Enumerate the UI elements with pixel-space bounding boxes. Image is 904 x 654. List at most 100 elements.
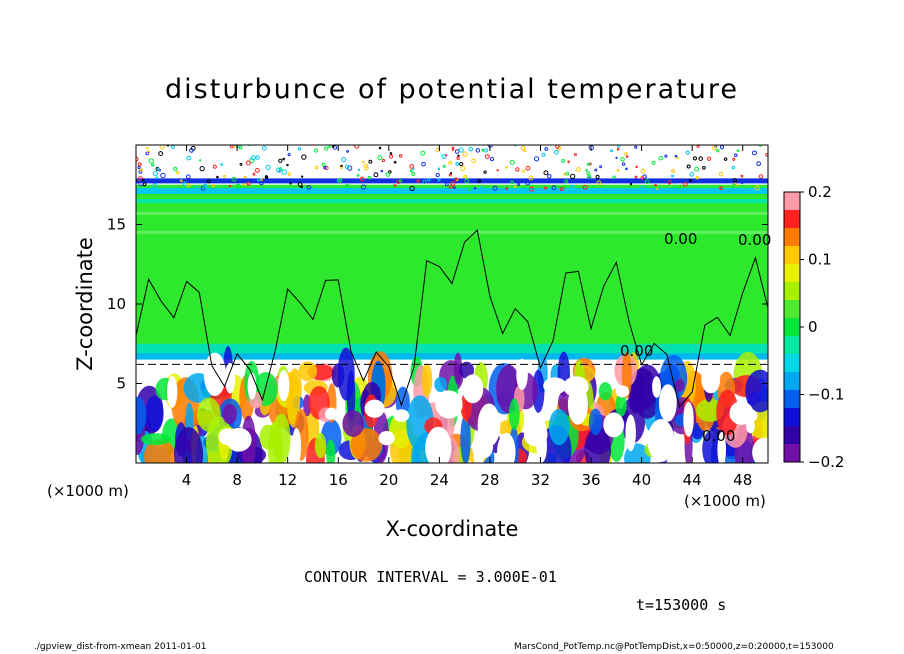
convective-cell <box>548 408 570 446</box>
sponge-speckle <box>586 174 592 179</box>
sponge-speckle <box>212 164 217 169</box>
sponge-speckle <box>471 158 477 164</box>
neutral-patch <box>378 431 395 446</box>
sponge-speckle <box>152 183 158 189</box>
convective-cell <box>196 397 221 432</box>
sponge-speckle <box>249 158 255 164</box>
sponge-speckle <box>360 184 367 190</box>
colorbar-segment <box>784 354 800 373</box>
sponge-speckle <box>719 145 725 150</box>
sponge-speckle <box>416 179 420 183</box>
colorbar-segment <box>784 246 800 265</box>
sponge-speckle <box>245 160 251 166</box>
cyan-band <box>136 187 768 194</box>
sponge-speckle <box>159 145 165 150</box>
sponge-speckle <box>314 165 319 170</box>
sponge-speckle <box>529 186 534 192</box>
sponge-speckle <box>449 172 453 175</box>
sponge-speckle <box>718 171 724 177</box>
sponge-speckle <box>362 160 365 164</box>
sponge-speckle <box>421 161 426 167</box>
convective-cell <box>342 410 365 437</box>
sponge-speckle <box>481 148 485 152</box>
sponge-speckle <box>173 166 178 172</box>
sponge-speckle <box>563 172 566 176</box>
neutral-patch <box>278 369 290 402</box>
sponge-speckle <box>612 175 616 179</box>
sponge-speckle <box>331 145 335 148</box>
neutral-patch <box>683 401 694 437</box>
sponge-speckle <box>398 179 403 183</box>
sponge-speckle <box>557 185 560 189</box>
sponge-speckle <box>354 145 360 149</box>
sponge-speckle <box>206 179 211 184</box>
sponge-speckle <box>313 148 319 153</box>
sponge-speckle <box>644 179 650 185</box>
sponge-speckle <box>160 172 166 179</box>
sponge-speckle <box>521 169 526 173</box>
sponge-speckle <box>243 175 247 179</box>
sponge-speckle <box>155 176 159 180</box>
y-tick-label: 15 <box>107 216 126 234</box>
convective-cell <box>421 363 433 397</box>
sponge-speckle <box>664 154 668 158</box>
neutral-patch <box>224 362 236 394</box>
neutral-patch <box>435 390 463 419</box>
sponge-speckle <box>368 159 373 164</box>
sponge-speckle <box>357 168 361 172</box>
sponge-speckle <box>324 146 329 151</box>
footer-left: ./gpview_dist-from-xmean 2011-01-01 <box>34 642 207 652</box>
sponge-speckle <box>509 159 515 165</box>
sponge-speckle <box>356 173 360 177</box>
sponge-speckle <box>616 145 621 148</box>
sponge-speckle <box>179 179 183 183</box>
sponge-speckle <box>756 161 762 167</box>
sponge-speckle <box>692 156 697 161</box>
sponge-speckle <box>137 162 142 167</box>
sponge-speckle <box>437 178 441 182</box>
sponge-speckle <box>544 147 549 151</box>
sponge-speckle <box>740 174 744 178</box>
sponge-speckle <box>378 146 382 150</box>
sponge-speckle <box>200 185 206 191</box>
colorbar-segment <box>784 210 800 229</box>
convective-cell <box>674 378 685 392</box>
convective-cell <box>588 408 603 436</box>
sponge-speckle <box>233 145 239 149</box>
x-tick-label: 4 <box>182 471 192 489</box>
sponge-speckle <box>409 164 415 169</box>
colorbar-segment <box>784 318 800 337</box>
sponge-speckle <box>193 185 199 191</box>
sponge-speckle <box>640 168 646 174</box>
colorbar-segment <box>784 408 800 427</box>
sponge-speckle <box>467 187 472 192</box>
sponge-speckle <box>505 165 508 169</box>
sponge-speckle <box>475 148 481 153</box>
footer-right: MarsCond_PotTemp.nc@PotTempDist,x=0:5000… <box>514 642 834 652</box>
sponge-speckle <box>567 160 570 164</box>
sponge-speckle <box>551 185 557 191</box>
sponge-speckle <box>706 156 712 161</box>
y-tick-label: 10 <box>107 295 126 313</box>
colorbar-label: 0.1 <box>808 251 832 269</box>
neutral-patch <box>729 401 754 425</box>
zero-contour <box>136 229 768 409</box>
sponge-speckle <box>393 184 397 187</box>
neutral-patch <box>473 437 485 463</box>
sponge-speckle <box>676 156 679 160</box>
sponge-speckle <box>477 179 482 183</box>
sponge-speckle <box>265 175 269 179</box>
sponge-speckle <box>287 172 291 176</box>
cyan-band <box>136 353 768 360</box>
sponge-speckle <box>231 176 237 182</box>
sponge-speckle <box>278 158 283 163</box>
neutral-patch <box>701 364 721 394</box>
neutral-patch <box>603 412 625 438</box>
colorbar-label: 0 <box>808 318 818 336</box>
sponge-speckle <box>422 179 427 185</box>
neutral-patch <box>393 409 410 422</box>
sponge-speckle <box>256 177 261 182</box>
convective-cell <box>140 433 171 446</box>
neutral-patch <box>477 403 501 447</box>
